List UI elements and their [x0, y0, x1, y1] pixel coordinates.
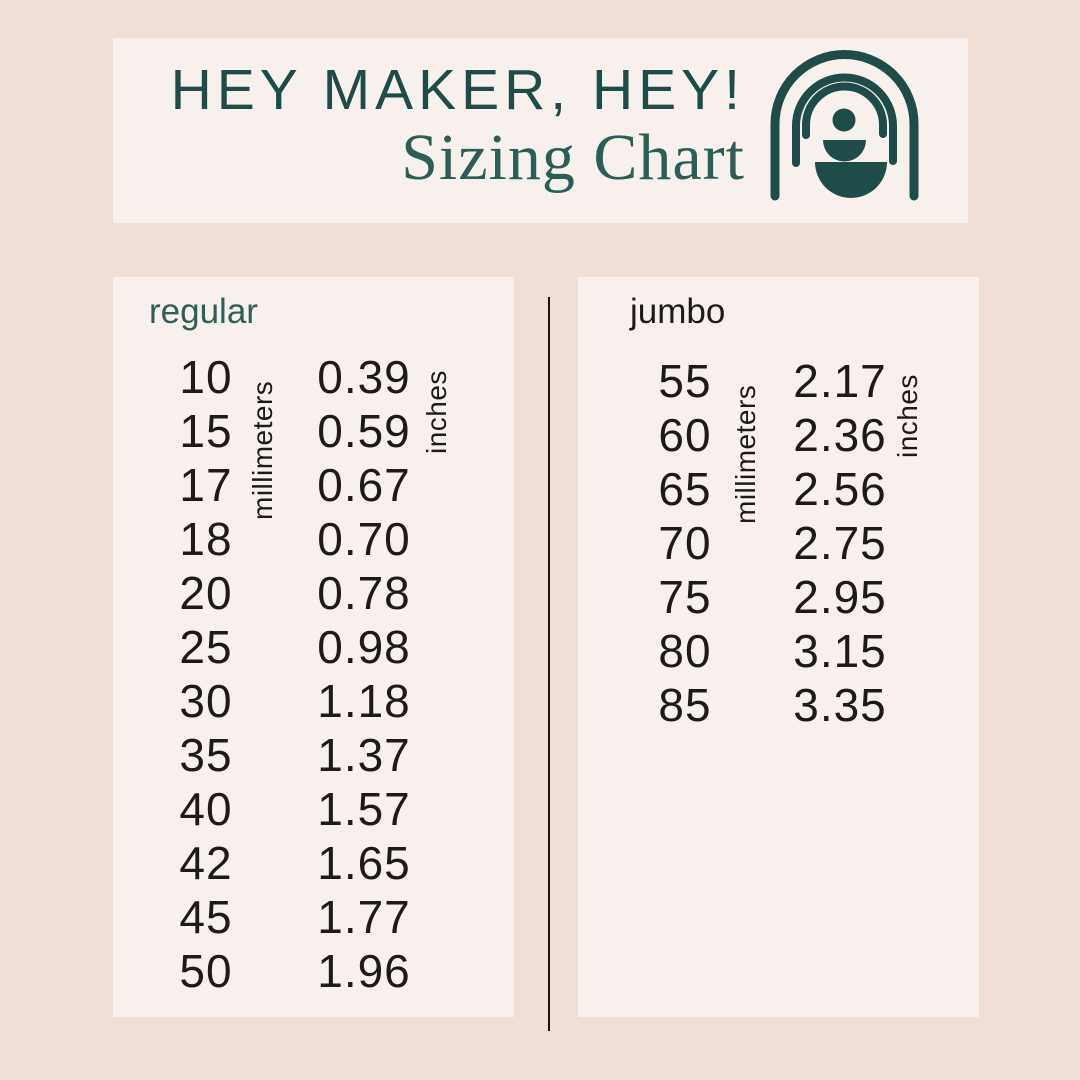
mm-value: 70 [658, 517, 712, 569]
inch-value: 0.98 [317, 621, 411, 673]
inch-value: 3.15 [793, 625, 887, 677]
inch-value: 0.78 [317, 567, 411, 619]
mm-value: 10 [179, 351, 233, 403]
mm-value: 60 [658, 409, 712, 461]
mm-value: 80 [658, 625, 712, 677]
header-card: HEY MAKER, HEY! Sizing Chart [113, 38, 968, 223]
inch-value: 0.39 [317, 351, 411, 403]
mm-value: 85 [658, 679, 712, 731]
inch-value: 1.37 [317, 729, 411, 781]
mm-value: 45 [179, 891, 233, 943]
mm-value: 35 [179, 729, 233, 781]
inch-value: 0.59 [317, 405, 411, 457]
regular-panel: regular 10 15 17 18 20 25 30 35 40 42 45… [113, 277, 514, 1017]
jumbo-inches-axis-label: inches [892, 374, 923, 458]
jumbo-inches-column: 2.17 2.36 2.56 2.75 2.95 3.15 3.35 [770, 354, 910, 732]
brand-block: HEY MAKER, HEY! Sizing Chart [171, 62, 745, 191]
mm-value: 18 [179, 513, 233, 565]
inch-value: 2.56 [793, 463, 887, 515]
brand-title: HEY MAKER, HEY! [170, 58, 745, 122]
inch-value: 0.67 [317, 459, 411, 511]
inch-value: 2.36 [793, 409, 887, 461]
jumbo-millimeters-axis-label: millimeters [730, 384, 761, 524]
mm-value: 40 [179, 783, 233, 835]
jumbo-mm-column: 55 60 65 70 75 80 85 [625, 354, 745, 732]
regular-millimeters-axis-label: millimeters [247, 380, 278, 520]
jumbo-panel: jumbo 55 60 65 70 75 80 85 millimeters 2… [578, 277, 979, 1017]
mm-value: 17 [179, 459, 233, 511]
page-title: Sizing Chart [401, 121, 745, 194]
mm-value: 20 [179, 567, 233, 619]
inch-value: 2.75 [793, 517, 887, 569]
arch-person-logo-icon [767, 50, 922, 207]
inch-value: 1.96 [317, 945, 411, 997]
mm-value: 50 [179, 945, 233, 997]
inch-value: 2.95 [793, 571, 887, 623]
mm-value: 30 [179, 675, 233, 727]
mm-value: 55 [658, 355, 712, 407]
inch-value: 1.65 [317, 837, 411, 889]
regular-inches-column: 0.39 0.59 0.67 0.70 0.78 0.98 1.18 1.37 … [294, 350, 434, 998]
mm-value: 65 [658, 463, 712, 515]
regular-panel-label: regular [149, 292, 258, 331]
regular-inches-axis-label: inches [421, 370, 452, 454]
regular-mm-column: 10 15 17 18 20 25 30 35 40 42 45 50 [146, 350, 266, 998]
mm-value: 42 [179, 837, 233, 889]
panel-divider [548, 297, 550, 1031]
inch-value: 3.35 [793, 679, 887, 731]
jumbo-panel-label: jumbo [630, 292, 726, 331]
inch-value: 1.77 [317, 891, 411, 943]
mm-value: 75 [658, 571, 712, 623]
mm-value: 25 [179, 621, 233, 673]
inch-value: 1.57 [317, 783, 411, 835]
mm-value: 15 [179, 405, 233, 457]
inch-value: 1.18 [317, 675, 411, 727]
inch-value: 2.17 [793, 355, 887, 407]
inch-value: 0.70 [317, 513, 411, 565]
